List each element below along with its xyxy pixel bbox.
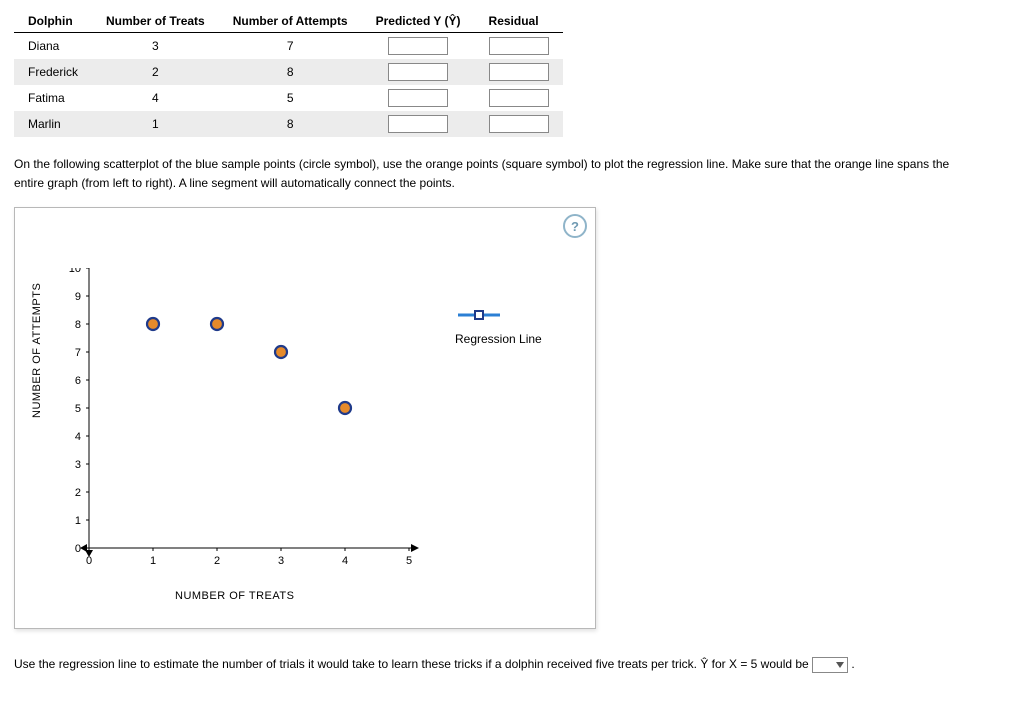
footer-text-after: . [851,657,854,671]
svg-text:6: 6 [75,375,81,387]
svg-text:2: 2 [75,487,81,499]
cell-treats: 1 [92,111,219,137]
legend-regression-label: Regression Line [455,332,542,346]
cell-name: Fatima [14,85,92,111]
table-row: Marlin 1 8 [14,111,563,137]
cell-name: Frederick [14,59,92,85]
answer-dropdown[interactable] [812,657,848,673]
predicted-y-input[interactable] [388,63,448,81]
svg-text:4: 4 [75,431,81,443]
table-row: Frederick 2 8 [14,59,563,85]
cell-treats: 2 [92,59,219,85]
footer-text-before: Use the regression line to estimate the … [14,657,812,671]
col-predicted: Predicted Y (Ŷ) [362,10,475,33]
svg-text:0: 0 [75,543,81,555]
y-axis-label: NUMBER OF ATTEMPTS [31,283,43,418]
predicted-y-input[interactable] [388,37,448,55]
instructions-text: On the following scatterplot of the blue… [14,155,974,193]
cell-treats: 4 [92,85,219,111]
residual-input[interactable] [489,89,549,107]
svg-text:8: 8 [75,319,81,331]
svg-text:10: 10 [69,268,81,275]
svg-text:5: 5 [75,403,81,415]
cell-attempts: 7 [219,33,362,60]
residual-input[interactable] [489,37,549,55]
cell-attempts: 8 [219,111,362,137]
svg-text:3: 3 [75,459,81,471]
table-row: Diana 3 7 [14,33,563,60]
col-dolphin: Dolphin [14,10,92,33]
residual-input[interactable] [489,115,549,133]
x-axis-label: NUMBER OF TREATS [175,590,294,602]
col-treats: Number of Treats [92,10,219,33]
predicted-y-input[interactable] [388,115,448,133]
col-attempts: Number of Attempts [219,10,362,33]
col-residual: Residual [475,10,563,33]
residual-input[interactable] [489,63,549,81]
svg-text:7: 7 [75,347,81,359]
cell-name: Marlin [14,111,92,137]
table-row: Fatima 4 5 [14,85,563,111]
svg-text:4: 4 [342,555,348,567]
svg-text:1: 1 [150,555,156,567]
svg-text:3: 3 [278,555,284,567]
cell-attempts: 8 [219,59,362,85]
svg-text:0: 0 [86,555,92,567]
predicted-y-input[interactable] [388,89,448,107]
svg-text:1: 1 [75,515,81,527]
scatterplot-card: ? NUMBER OF ATTEMPTS NUMBER OF TREATS 0 1… [14,207,596,629]
footer-question: Use the regression line to estimate the … [14,655,974,674]
cell-treats: 3 [92,33,219,60]
chart-legend: Regression Line [455,308,542,346]
dolphin-data-table: Dolphin Number of Treats Number of Attem… [14,10,563,137]
legend-regression-marker[interactable] [455,308,503,322]
scatterplot[interactable]: 0 1 2 3 4 5 6 7 8 9 10 0 1 2 3 4 5 [69,268,429,591]
svg-text:2: 2 [214,555,220,567]
svg-text:5: 5 [406,555,412,567]
svg-text:9: 9 [75,291,81,303]
cell-attempts: 5 [219,85,362,111]
cell-name: Diana [14,33,92,60]
help-icon[interactable]: ? [563,214,587,238]
